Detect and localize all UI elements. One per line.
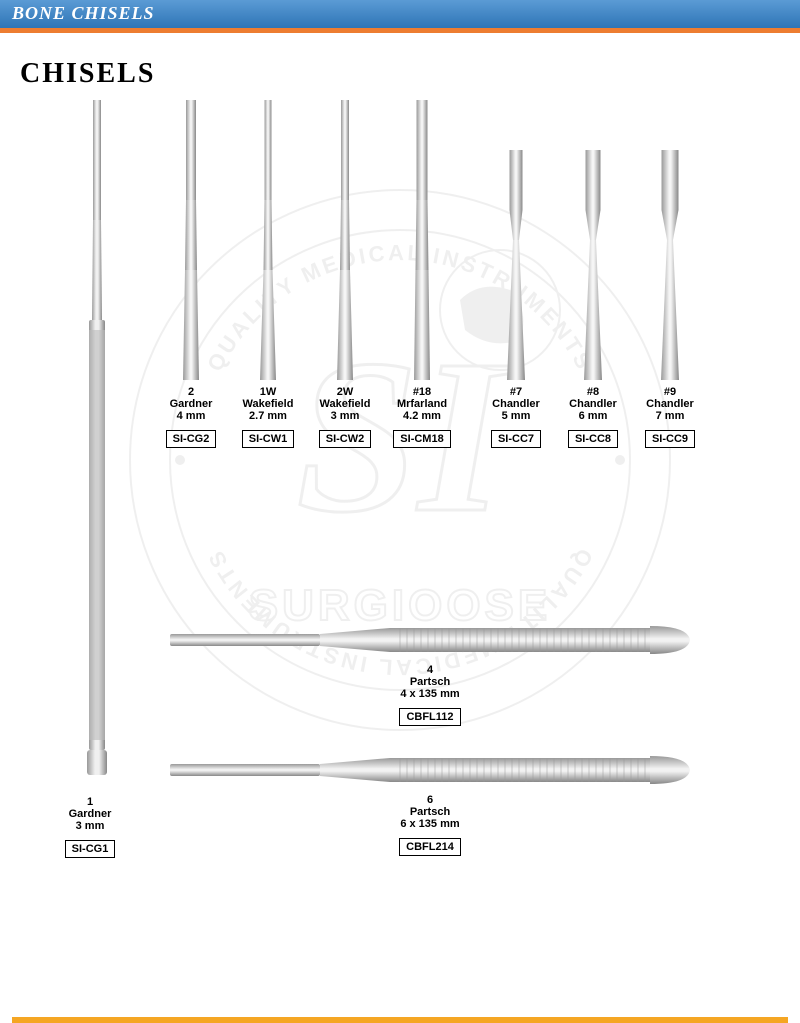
item-sku: CBFL112 [399, 708, 460, 726]
item-sku: SI-CC9 [645, 430, 695, 448]
orange-separator [0, 28, 800, 33]
chisel-icon [176, 100, 206, 380]
chisel-icon [170, 620, 690, 660]
item-spec: 4 mm [155, 410, 227, 422]
item-spec: 6 mm [557, 410, 629, 422]
chisel-icon [655, 100, 685, 380]
item-name: Gardner [60, 808, 120, 820]
item-sku: SI-CG2 [166, 430, 217, 448]
item-number: #7 [480, 386, 552, 398]
item-name: Wakefield [309, 398, 381, 410]
footer-bar [12, 1017, 788, 1023]
item-w2: 2W Wakefield 3 mm SI-CW2 [309, 100, 381, 448]
item-sku: SI-CW2 [319, 430, 372, 448]
item-name: Partsch [170, 676, 690, 688]
item-spec: 7 mm [634, 410, 706, 422]
item-name: Wakefield [232, 398, 304, 410]
item-number: 1 [60, 796, 120, 808]
item-number: 6 [170, 794, 690, 806]
item-number: 4 [170, 664, 690, 676]
item-sku: SI-CW1 [242, 430, 295, 448]
item-spec: 4.2 mm [386, 410, 458, 422]
item-number: #9 [634, 386, 706, 398]
item-sku: SI-CC8 [568, 430, 618, 448]
header-bar: BONE CHISELS [0, 0, 800, 28]
item-sku: CBFL214 [399, 838, 461, 856]
item-number: #8 [557, 386, 629, 398]
item-number: #18 [386, 386, 458, 398]
item-name: Partsch [170, 806, 690, 818]
item-spec: 6 x 135 mm [170, 818, 690, 830]
item-p4: 4 Partsch 4 x 135 mm CBFL112 [170, 620, 690, 726]
chisel-icon [82, 100, 98, 790]
item-spec: 2.7 mm [232, 410, 304, 422]
page-title: CHISELS [20, 58, 800, 90]
item-gardner-1: 1 Gardner 3 mm SI-CG1 [60, 100, 120, 858]
chisel-icon [253, 100, 283, 380]
item-sku: SI-CG1 [65, 840, 116, 858]
item-number: 2W [309, 386, 381, 398]
item-p6: 6 Partsch 6 x 135 mm CBFL214 [170, 750, 690, 856]
item-name: Mrfarland [386, 398, 458, 410]
item-name: Chandler [480, 398, 552, 410]
item-w1: 1W Wakefield 2.7 mm SI-CW1 [232, 100, 304, 448]
chisel-icon [170, 750, 690, 790]
chisel-icon [578, 100, 608, 380]
item-c9: #9 Chandler 7 mm SI-CC9 [634, 100, 706, 448]
chisel-icon [330, 100, 360, 380]
catalog-content: QUALITY MEDICAL INSTRUMENTS QUALITY MEDI… [0, 100, 800, 980]
item-name: Gardner [155, 398, 227, 410]
item-spec: 3 mm [60, 820, 120, 832]
item-c7: #7 Chandler 5 mm SI-CC7 [480, 100, 552, 448]
item-spec: 3 mm [309, 410, 381, 422]
item-sku: SI-CM18 [393, 430, 450, 448]
item-spec: 4 x 135 mm [170, 688, 690, 700]
item-m18: #18 Mrfarland 4.2 mm SI-CM18 [386, 100, 458, 448]
item-g2: 2 Gardner 4 mm SI-CG2 [155, 100, 227, 448]
item-spec: 5 mm [480, 410, 552, 422]
item-number: 2 [155, 386, 227, 398]
chisel-icon [501, 100, 531, 380]
item-number: 1W [232, 386, 304, 398]
item-c8: #8 Chandler 6 mm SI-CC8 [557, 100, 629, 448]
item-name: Chandler [557, 398, 629, 410]
item-sku: SI-CC7 [491, 430, 541, 448]
chisel-icon [407, 100, 437, 380]
header-title: BONE CHISELS [12, 3, 155, 23]
item-name: Chandler [634, 398, 706, 410]
